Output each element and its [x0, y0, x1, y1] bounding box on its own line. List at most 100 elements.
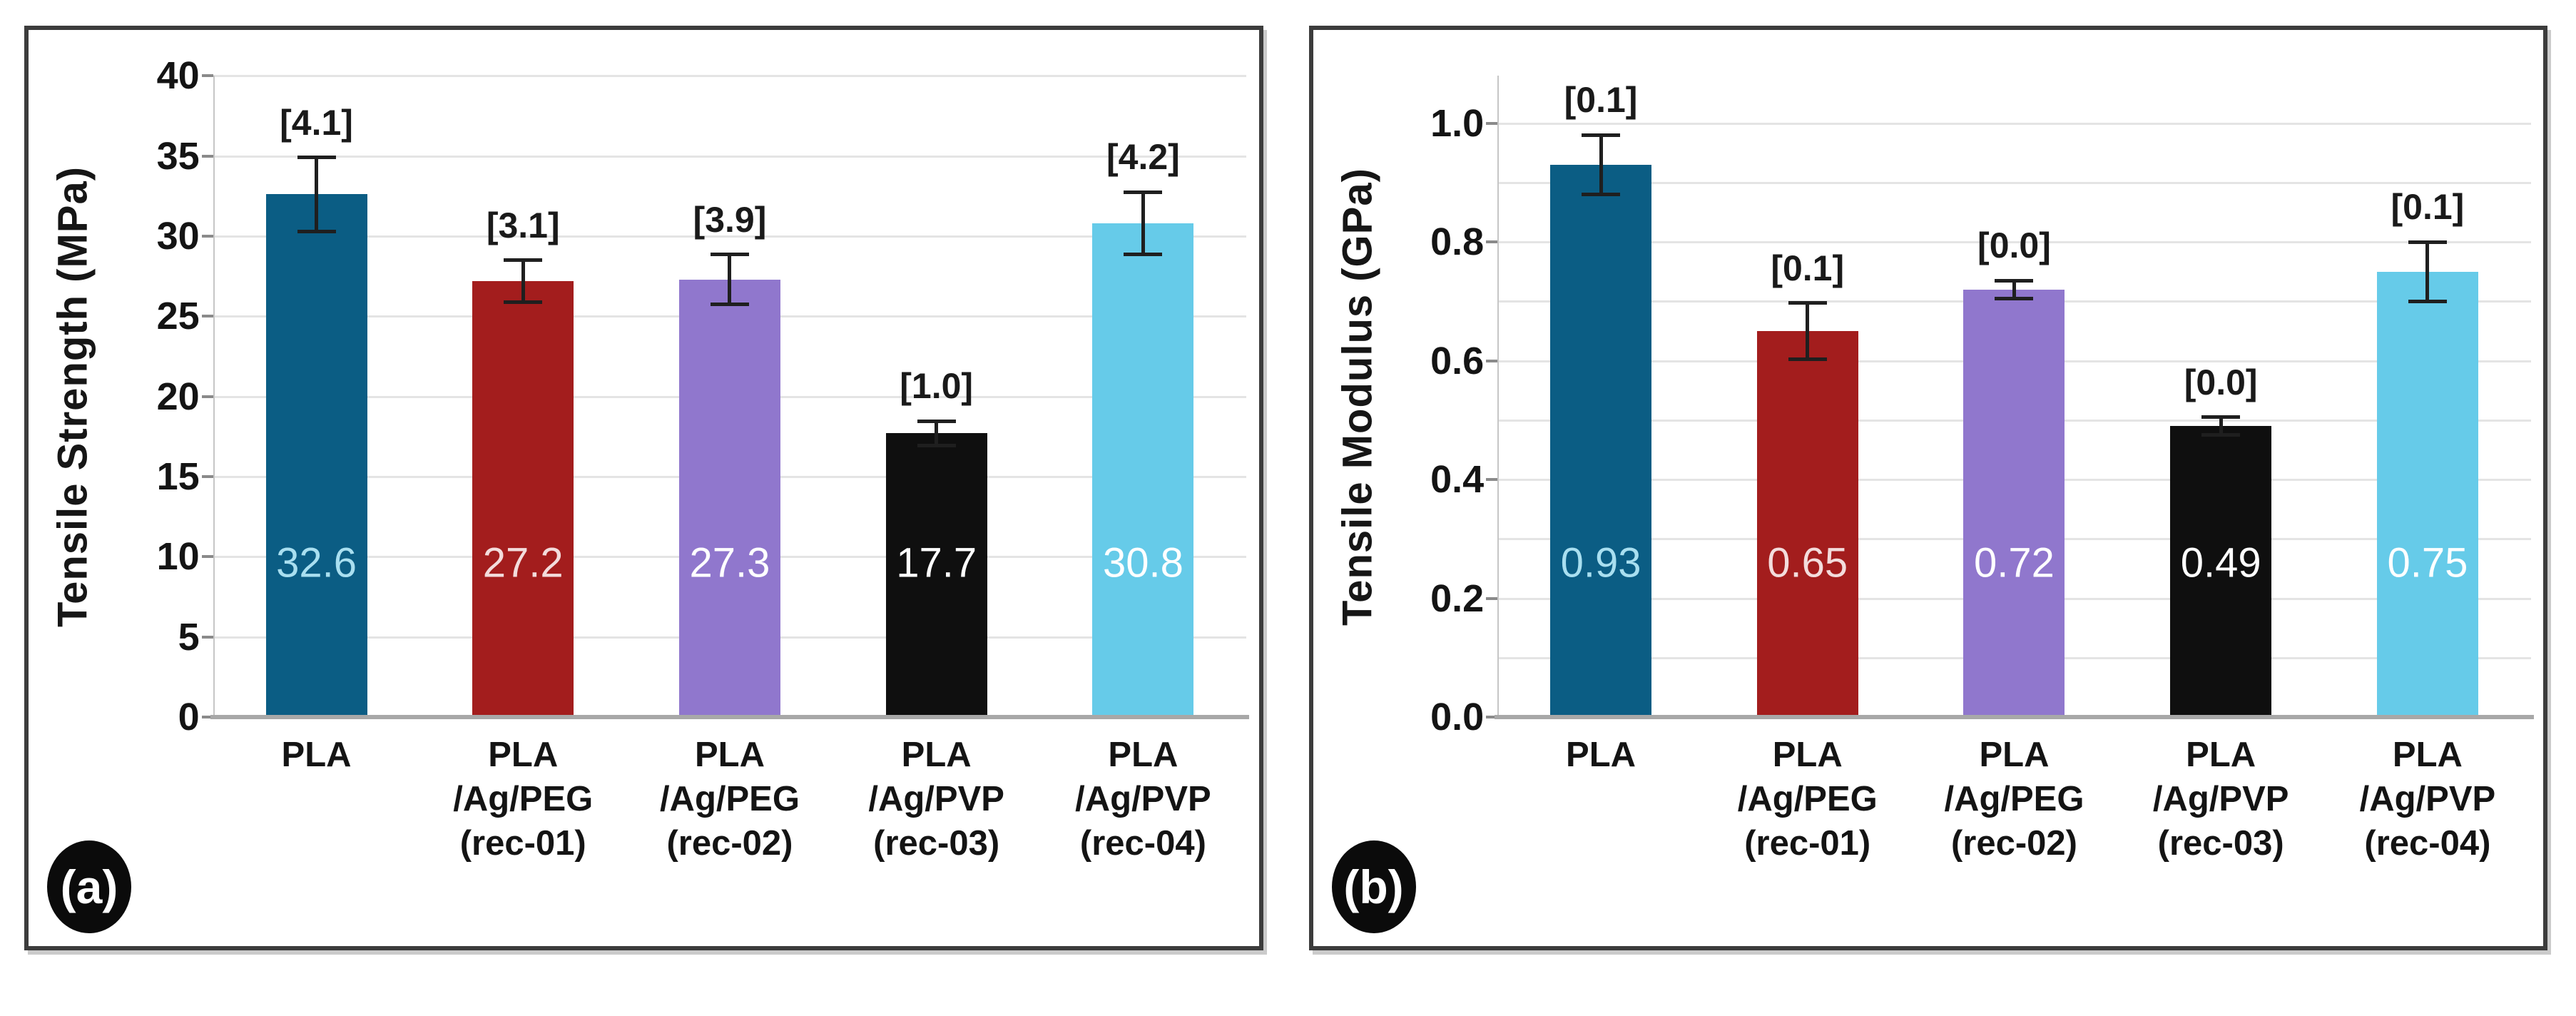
error-bar — [2219, 417, 2223, 435]
error-value-label: [0.0] — [1977, 225, 2051, 266]
x-category-line: /Ag/PEG — [1737, 779, 1878, 818]
x-category-line: /Ag/PVP — [868, 779, 1004, 818]
x-category-line: PLA — [281, 736, 352, 775]
gridline — [1497, 241, 2531, 244]
bar-value-label: 32.6 — [276, 539, 357, 586]
x-category-line: (rec-04) — [2364, 823, 2491, 863]
error-value-label: [3.1] — [486, 205, 560, 245]
x-category-label: PLA/Ag/PVP (rec-04) — [2360, 733, 2496, 865]
error-value-label: [4.1] — [280, 102, 353, 143]
x-category-label: PLA/Ag/PEG (rec-01) — [1738, 733, 1878, 865]
gridline — [1497, 181, 2531, 184]
x-category-line: PLA — [2186, 736, 2256, 775]
bar — [1963, 289, 2065, 717]
x-category-label: PLA/Ag/PVP (rec-04) — [1075, 733, 1211, 865]
y-tick-label: 0.2 — [1430, 576, 1485, 620]
error-bar-cap — [504, 300, 543, 304]
bar-value-label: 30.8 — [1102, 539, 1183, 586]
y-tick-mark — [1486, 121, 1498, 125]
y-tick-mark — [201, 154, 213, 158]
bar — [2170, 426, 2272, 717]
error-value-label: [3.9] — [693, 199, 767, 240]
y-tick-label: 30 — [156, 214, 200, 258]
y-tick-label: 40 — [156, 54, 200, 98]
y-tick-mark — [201, 474, 213, 478]
x-axis-line — [210, 715, 1250, 719]
y-tick-label: 25 — [156, 295, 200, 338]
x-category-line: (rec-02) — [666, 823, 793, 863]
y-tick-mark — [201, 716, 213, 718]
x-category-label: PLA/Ag/PEG (rec-02) — [1944, 733, 2084, 865]
x-category-line: /Ag/PVP — [2359, 779, 2496, 818]
bar — [1092, 223, 1194, 717]
x-category-line: PLA — [1772, 736, 1843, 775]
x-category-line: PLA — [488, 736, 559, 775]
y-tick-label: 0 — [178, 696, 200, 738]
panel-badge-a: (a) — [47, 840, 131, 933]
error-bar — [728, 254, 732, 305]
y-tick-label: 10 — [156, 535, 200, 579]
error-bar-cap — [2408, 240, 2447, 244]
x-category-line: PLA — [1979, 736, 2050, 775]
error-value-label: [0.1] — [1771, 248, 1845, 288]
y-tick-label: 15 — [156, 454, 200, 498]
x-category-line: /Ag/PVP — [2152, 779, 2289, 818]
error-bar-cap — [297, 229, 336, 233]
error-bar — [935, 421, 939, 446]
panel-b: Tensile Modulus (GPa) 0.0 0.2 0.4 0.6 0.8 1.0… — [1308, 26, 2547, 950]
bar-value-label: 27.2 — [482, 539, 564, 586]
y-tick-mark — [201, 234, 213, 238]
x-category-label: PLA/Ag/PEG (rec-01) — [453, 733, 593, 865]
x-category-line: PLA — [2392, 736, 2463, 775]
bar — [1756, 331, 1858, 717]
y-tick-mark — [201, 315, 213, 318]
error-bar-cap — [1995, 278, 2034, 283]
error-bar-cap — [1124, 253, 1163, 257]
bar — [885, 433, 987, 717]
y-tick-mark — [1486, 596, 1498, 600]
bar — [265, 194, 367, 717]
error-bar-cap — [2201, 415, 2241, 420]
bar — [2376, 271, 2478, 717]
error-bar-cap — [2408, 299, 2447, 303]
y-tick-mark — [1486, 716, 1498, 718]
error-bar — [521, 260, 525, 303]
x-category-line: /Ag/PEG — [453, 779, 594, 818]
x-axis-line — [1495, 715, 2534, 719]
error-bar-cap — [2201, 433, 2241, 437]
x-category-label: PLA/Ag/PVP (rec-03) — [868, 733, 1004, 865]
y-tick-label: 5 — [178, 615, 200, 659]
y-tick-label: 0.4 — [1430, 458, 1485, 502]
figure: Tensile Strength (MPa) 0 5 10 15 20 25 30 35 40[… — [24, 26, 2547, 950]
error-bar-cap — [1582, 193, 1621, 197]
x-category-line: PLA — [694, 736, 765, 775]
x-category-line: (rec-03) — [2157, 823, 2284, 863]
error-bar-cap — [1582, 133, 1621, 137]
bar — [678, 279, 780, 717]
gridline — [1497, 122, 2531, 125]
error-bar-cap — [1788, 301, 1827, 305]
y-tick-label: 0.8 — [1430, 220, 1485, 264]
x-category-line: (rec-01) — [459, 823, 586, 863]
error-value-label: [0.0] — [2184, 362, 2258, 402]
bar-value-label: 0.65 — [1767, 539, 1848, 586]
bar — [1550, 165, 1651, 717]
y-tick-mark — [201, 74, 213, 78]
error-value-label: [4.2] — [1106, 137, 1180, 178]
x-category-label: PLA/Ag/PVP (rec-03) — [2153, 733, 2289, 865]
y-tick-mark — [1486, 359, 1498, 362]
error-bar — [2425, 242, 2430, 302]
x-category-line: PLA — [901, 736, 972, 775]
y-tick-mark — [1486, 478, 1498, 482]
x-category-line: /Ag/PEG — [1944, 779, 2084, 818]
x-category-line: /Ag/PEG — [659, 779, 800, 818]
y-tick-mark — [201, 395, 213, 398]
gridline — [213, 235, 1247, 238]
bar-value-label: 0.49 — [2180, 539, 2261, 586]
x-category-line: PLA — [1108, 736, 1178, 775]
x-category-line: /Ag/PVP — [1075, 779, 1211, 818]
error-bar — [315, 157, 319, 232]
bar-value-label: 27.3 — [689, 539, 770, 586]
error-bar — [2012, 280, 2016, 299]
error-bar-cap — [917, 419, 956, 423]
